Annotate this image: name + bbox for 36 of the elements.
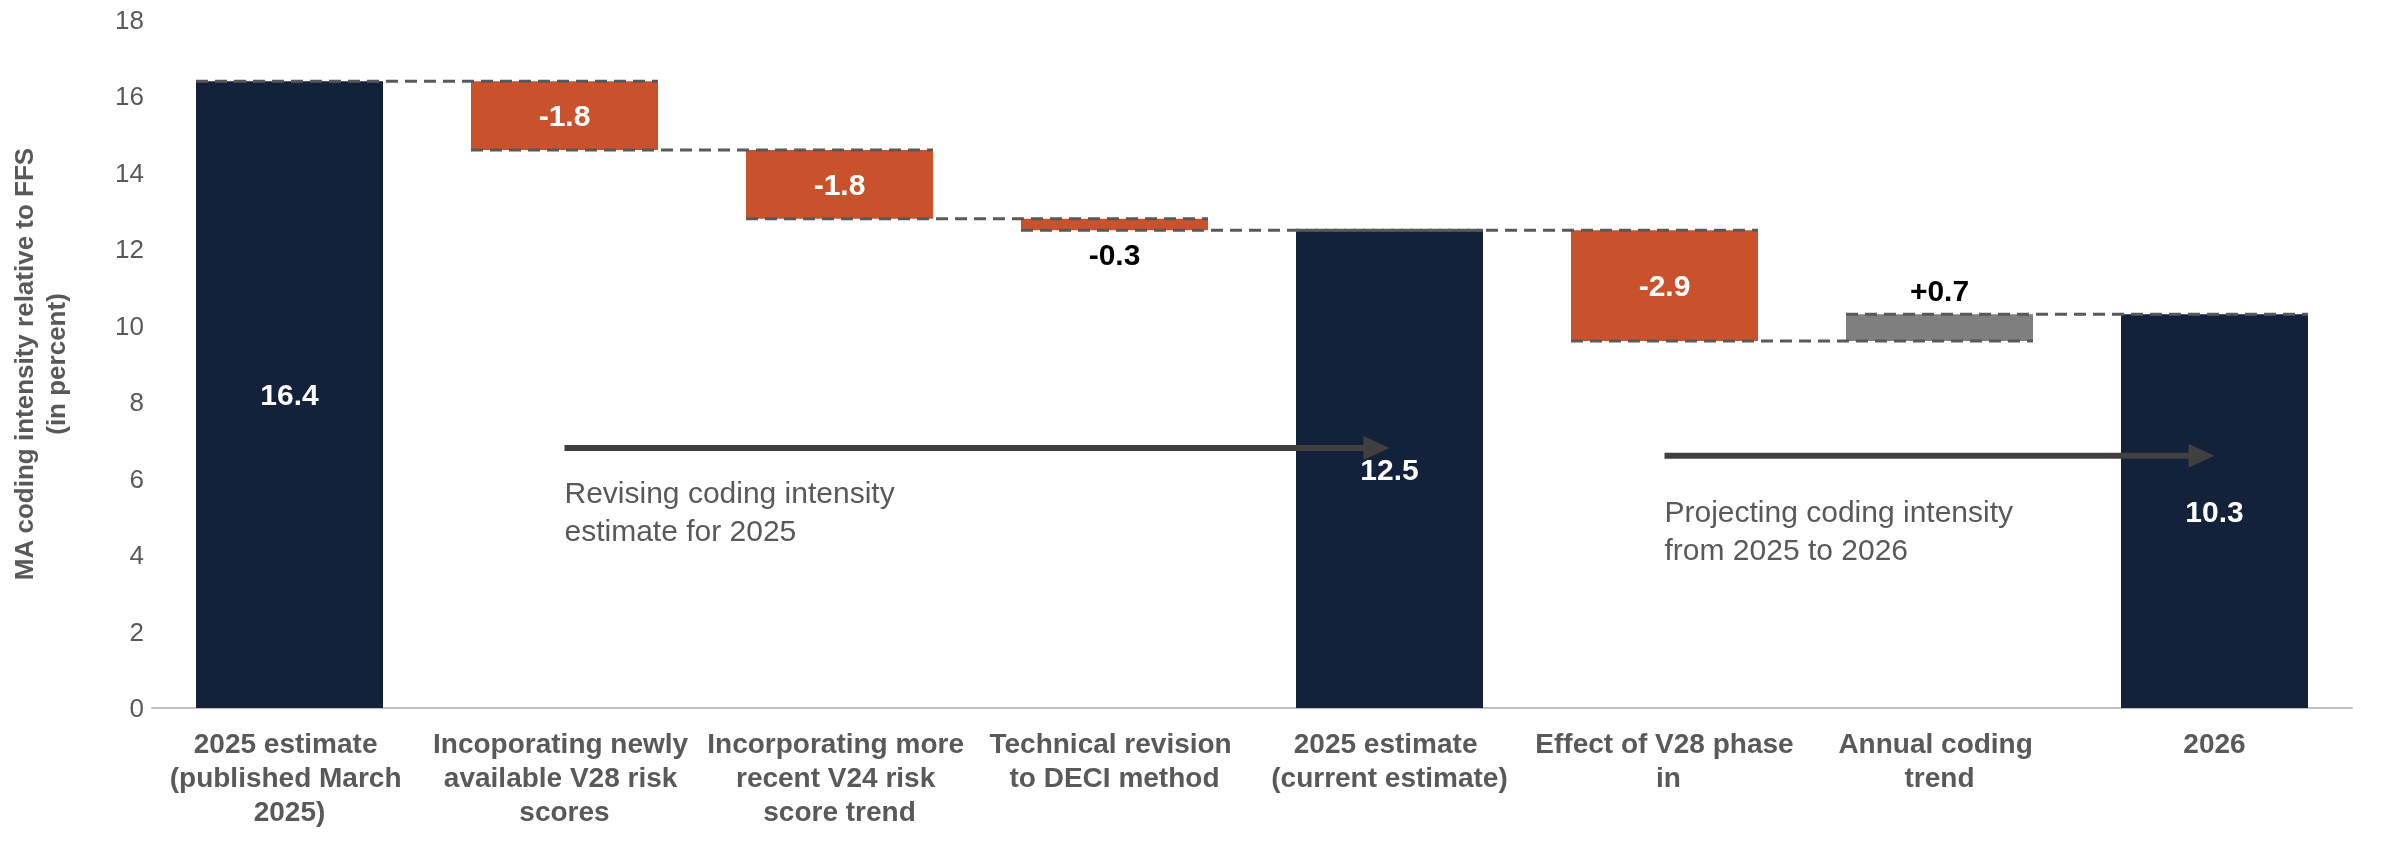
x-tick-label: Technical revision to DECI method bbox=[989, 727, 1240, 793]
bar bbox=[471, 81, 658, 150]
data-label: 10.3 bbox=[2185, 494, 2244, 528]
data-label: -1.8 bbox=[538, 99, 591, 133]
x-tick-label: 2026 bbox=[2183, 727, 2246, 759]
y-tick-label: 16 bbox=[115, 81, 144, 112]
bar bbox=[1571, 230, 1758, 342]
data-label: 16.4 bbox=[260, 378, 320, 412]
x-tick-label: Incorporating more recent V24 risk score trend bbox=[707, 727, 972, 827]
y-tick-label: 12 bbox=[115, 234, 144, 265]
x-tick-label: 2025 estimate (published March 2025) bbox=[169, 727, 410, 827]
y-tick-label: 10 bbox=[115, 310, 144, 341]
y-tick-label: 14 bbox=[115, 157, 144, 188]
data-label: +0.7 bbox=[1909, 273, 1970, 307]
y-tick-label: 6 bbox=[129, 463, 144, 494]
data-label: 12.5 bbox=[1360, 452, 1419, 486]
x-tick-label: 2025 estimate (current estimate) bbox=[1271, 727, 1508, 793]
x-tick-label: Incoporating newly available V28 risk scores bbox=[433, 727, 696, 827]
y-tick-label: 4 bbox=[129, 540, 144, 571]
bar bbox=[1846, 314, 2033, 342]
data-label: -2.9 bbox=[1638, 269, 1691, 303]
y-tick-label: 0 bbox=[129, 693, 144, 723]
y-tick-label: 18 bbox=[115, 5, 144, 35]
bar bbox=[746, 149, 933, 219]
y-axis-title: MA coding intensity relative to FFS (in percent) bbox=[9, 147, 71, 581]
y-tick-label: 2 bbox=[129, 616, 144, 647]
annotation: Projecting coding intensity from 2025 to 2026 bbox=[1664, 494, 2014, 569]
bar bbox=[1296, 230, 1483, 708]
bar bbox=[196, 81, 383, 708]
data-label: -1.8 bbox=[813, 167, 866, 201]
bar bbox=[2121, 314, 2308, 708]
annotation: Revising coding intensity estimate for 2025 bbox=[564, 474, 895, 549]
y-tick-label: 8 bbox=[129, 387, 144, 418]
x-tick-label: Annual coding trend bbox=[1838, 727, 2041, 793]
x-tick-label: Effect of V28 phase in bbox=[1535, 727, 1794, 793]
data-label: -0.3 bbox=[1088, 237, 1141, 271]
